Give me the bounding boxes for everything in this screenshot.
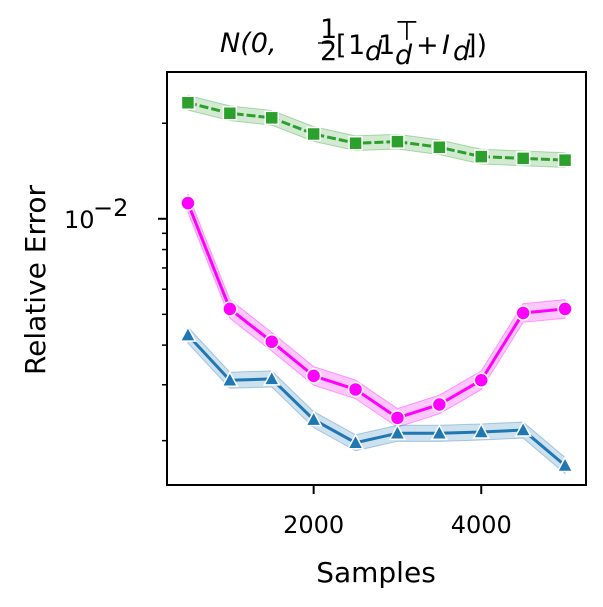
magenta-series-line <box>186 202 566 420</box>
blue-point-500 <box>179 325 197 342</box>
title-bracket-open: [ <box>336 30 347 61</box>
title-sub-d-b: d <box>395 40 413 71</box>
x-tick-label-4000: 4000 <box>451 511 512 539</box>
plot-frame <box>166 71 587 486</box>
green-point-3500 <box>432 140 447 155</box>
magenta-point-3000 <box>389 410 406 426</box>
blue-point-5000 <box>556 455 574 473</box>
blue-point-4000 <box>472 422 491 439</box>
magenta-point-1500 <box>264 333 280 350</box>
blue-point-2000 <box>304 410 323 427</box>
magenta-point-4000 <box>473 372 489 388</box>
y-tick-label-1e-2: 10 −2 <box>64 194 128 234</box>
title-one-a: 1 <box>348 30 365 61</box>
magenta-point-5000 <box>557 301 573 317</box>
magenta-confidence-band <box>187 193 566 428</box>
title-plus: + <box>416 30 439 61</box>
blue-point-4500 <box>514 420 532 437</box>
blue-point-2500 <box>346 433 365 450</box>
magenta-point-2500 <box>347 381 364 398</box>
title-one-b: 1 <box>378 30 395 61</box>
green-point-1500 <box>264 110 279 126</box>
x-tick-label-2000: 2000 <box>283 511 344 539</box>
axis-ticks <box>158 122 483 494</box>
chart-title: N(0, 1 2 [ 1 d 1 ⊤ d + I d ]) <box>220 14 487 71</box>
green-point-5000 <box>557 152 573 168</box>
blue-confidence-band <box>187 325 566 475</box>
title-transpose: ⊤ <box>395 16 419 47</box>
green-point-1000 <box>222 106 238 121</box>
y-axis-label: Relative Error <box>19 184 52 375</box>
blue-series-line <box>186 334 567 467</box>
title-frac-num: 1 <box>320 14 337 45</box>
green-point-4500 <box>515 151 531 166</box>
series-markers <box>179 95 574 473</box>
title-sub-d-c: d <box>453 36 471 67</box>
magenta-point-4500 <box>515 305 531 321</box>
green-point-3000 <box>390 134 405 149</box>
magenta-point-2000 <box>305 368 322 384</box>
title-main: N(0, <box>220 28 277 59</box>
green-point-4000 <box>474 149 489 164</box>
green-point-2000 <box>306 126 321 142</box>
green-confidence-band <box>187 94 566 169</box>
x-axis-label: Samples <box>316 556 436 589</box>
blue-point-1000 <box>221 370 239 387</box>
green-series-line <box>187 101 566 162</box>
y-tick-exponent: −2 <box>93 194 128 222</box>
confidence-bands <box>187 94 566 475</box>
title-sub-d-a: d <box>365 36 383 67</box>
magenta-point-3500 <box>431 396 448 413</box>
magenta-point-1000 <box>222 301 238 317</box>
magenta-point-500 <box>180 195 196 211</box>
blue-point-1500 <box>262 369 281 386</box>
title-identity: I <box>442 30 450 61</box>
green-point-500 <box>180 95 196 111</box>
blue-point-3500 <box>430 423 449 441</box>
green-point-2500 <box>348 135 363 151</box>
series-lines <box>186 101 567 467</box>
blue-point-3000 <box>388 423 407 441</box>
title-frac-den: 2 <box>320 36 337 67</box>
y-tick-base: 10 <box>64 206 95 234</box>
title-bracket-close: ]) <box>466 30 487 61</box>
